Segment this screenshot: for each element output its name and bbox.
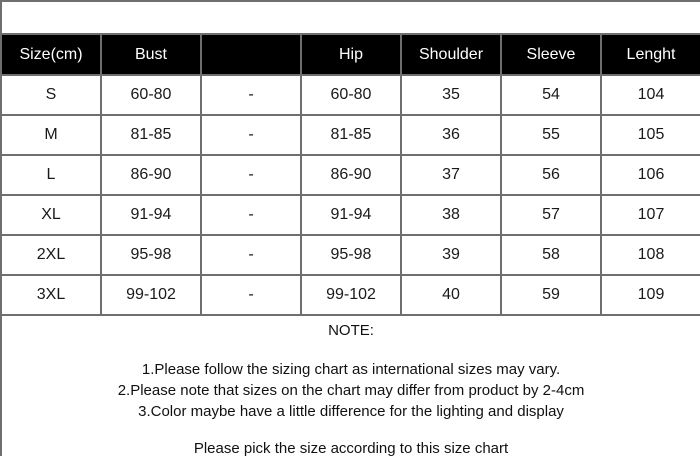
column-header-blank [200, 33, 302, 76]
table-cell: 59 [500, 274, 602, 316]
note-title: NOTE: [328, 322, 374, 339]
table-top-spacer-cell [0, 0, 700, 35]
table-cell: - [200, 274, 302, 316]
table-cell: 57 [500, 194, 602, 236]
column-header-hip: Hip [300, 33, 402, 76]
table-cell: - [200, 114, 302, 156]
table-cell: 37 [400, 154, 502, 196]
table-row-xl: XL 91-94 - 91-94 38 57 107 [0, 194, 700, 236]
table-cell: 95-98 [300, 234, 402, 276]
column-header-sleeve: Sleeve [500, 33, 602, 76]
table-cell: 86-90 [300, 154, 402, 196]
table-cell: 54 [500, 74, 602, 116]
table-cell: 86-90 [100, 154, 202, 196]
table-cell: - [200, 234, 302, 276]
column-header-size: Size(cm) [0, 33, 102, 76]
table-row-l: L 86-90 - 86-90 37 56 106 [0, 154, 700, 196]
table-cell: 35 [400, 74, 502, 116]
table-cell: 60-80 [100, 74, 202, 116]
size-label: S [0, 74, 102, 116]
size-label: M [0, 114, 102, 156]
table-cell: 55 [500, 114, 602, 156]
table-cell: 91-94 [100, 194, 202, 236]
column-header-length: Lenght [599, 33, 700, 76]
table-row-3xl: 3XL 99-102 - 99-102 40 59 109 [0, 274, 700, 316]
table-cell: 81-85 [100, 114, 202, 156]
table-cell: 56 [500, 154, 602, 196]
table-cell: 38 [400, 194, 502, 236]
column-header-shoulder: Shoulder [400, 33, 502, 76]
size-label: 3XL [0, 274, 102, 316]
table-cell: 99-102 [300, 274, 402, 316]
table-cell: 81-85 [300, 114, 402, 156]
table-cell: 105 [599, 114, 700, 156]
note-items: 1.Please follow the sizing chart as inte… [3, 359, 699, 422]
table-row-s: S 60-80 - 60-80 35 54 104 [0, 74, 700, 116]
table-cell: 108 [599, 234, 700, 276]
note-cell: NOTE: 1.Please follow the sizing chart a… [0, 314, 700, 456]
table-cell: 91-94 [300, 194, 402, 236]
table-cell: 60-80 [300, 74, 402, 116]
table-cell: 107 [599, 194, 700, 236]
table-row-m: M 81-85 - 81-85 36 55 105 [0, 114, 700, 156]
note-item: 1.Please follow the sizing chart as inte… [141, 361, 561, 378]
size-label: 2XL [0, 234, 102, 276]
note-row: NOTE: 1.Please follow the sizing chart a… [0, 314, 700, 456]
table-cell: 39 [400, 234, 502, 276]
table-cell: 104 [599, 74, 700, 116]
size-label: L [0, 154, 102, 196]
table-top-spacer-row [0, 0, 700, 35]
table-header-row: Size(cm) Bust Hip Shoulder Sleeve Lenght [0, 33, 700, 76]
table-cell: 58 [500, 234, 602, 276]
table-cell: 99-102 [100, 274, 202, 316]
size-label: XL [0, 194, 102, 236]
table-cell: 106 [599, 154, 700, 196]
table-cell: - [200, 194, 302, 236]
table-row-2xl: 2XL 95-98 - 95-98 39 58 108 [0, 234, 700, 276]
table-cell: 109 [599, 274, 700, 316]
table-cell: - [200, 154, 302, 196]
table-cell: 36 [400, 114, 502, 156]
column-header-bust: Bust [100, 33, 202, 76]
table-cell: 95-98 [100, 234, 202, 276]
note-item: 3.Color maybe have a little difference f… [138, 403, 564, 420]
table-cell: - [200, 74, 302, 116]
note-footer: Please pick the size according to this s… [193, 440, 509, 456]
note-item: 2.Please note that sizes on the chart ma… [117, 382, 585, 399]
table-cell: 40 [400, 274, 502, 316]
